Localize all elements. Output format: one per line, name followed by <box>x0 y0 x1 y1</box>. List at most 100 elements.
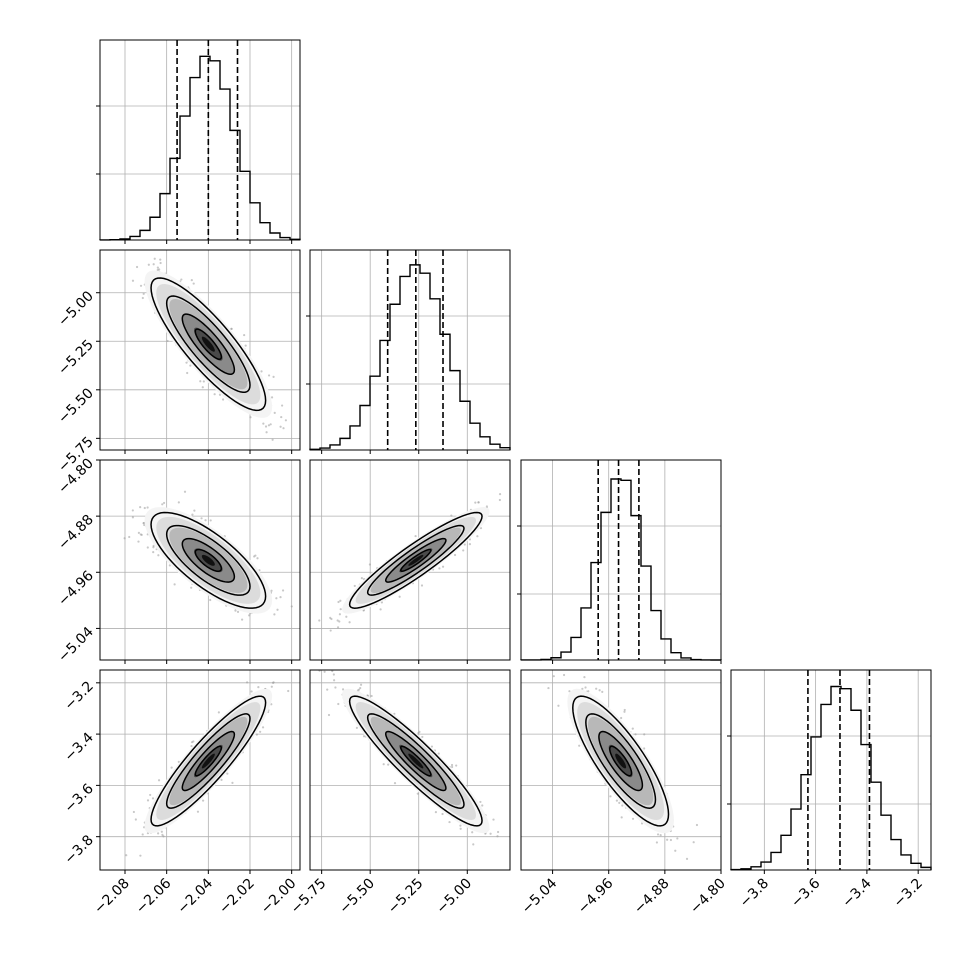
histogram-step <box>520 478 722 661</box>
contour-line <box>384 730 447 792</box>
scatter-point <box>196 810 200 813</box>
scatter-point <box>186 371 189 375</box>
scatter-point <box>441 565 445 568</box>
scatter-point <box>143 523 146 527</box>
scatter-point <box>601 690 604 693</box>
scatter-point <box>496 830 500 834</box>
contour-line <box>598 730 644 792</box>
axes-frame <box>520 459 722 661</box>
scatter-point <box>674 849 677 852</box>
scatter-point <box>631 727 634 730</box>
histogram-step <box>730 685 932 871</box>
scatter-point <box>222 398 225 401</box>
x-tick-label: −5.00 <box>433 876 475 918</box>
scatter-point <box>618 801 621 804</box>
scatter-point <box>201 386 204 389</box>
x-tick-label: −3.2 <box>891 876 926 911</box>
scatter-point <box>264 425 268 428</box>
x-tick-label: −3.4 <box>839 875 874 910</box>
contour-line <box>165 295 251 394</box>
scatter-point <box>337 600 340 604</box>
scatter-point <box>380 601 384 604</box>
y-tick-label: −3.4 <box>61 730 96 765</box>
density-level <box>615 753 627 769</box>
scatter-point <box>142 521 146 525</box>
y-tick-label: −5.00 <box>55 288 97 330</box>
scatter-point <box>253 555 256 558</box>
scatter-point <box>659 834 662 837</box>
scatter-point <box>609 795 612 798</box>
scatter-point <box>166 339 169 343</box>
scatter-point <box>202 380 205 383</box>
y-tick-label: −5.50 <box>55 385 97 427</box>
scatter-point <box>244 344 247 347</box>
scatter-point <box>643 747 646 750</box>
scatter-point <box>524 468 526 470</box>
scatter-point <box>152 551 155 554</box>
scatter-point <box>368 563 372 566</box>
scatter-point <box>141 833 144 836</box>
y-tick-label: −5.25 <box>55 337 97 379</box>
scatter-point <box>142 292 145 295</box>
scatter-point <box>338 613 341 616</box>
scatter-point <box>338 620 341 623</box>
contour-line <box>609 745 633 777</box>
scatter-point <box>297 470 299 472</box>
scatter-point <box>339 608 342 611</box>
x-tick-label: −4.80 <box>687 876 729 918</box>
scatter-point <box>318 619 321 622</box>
contour-line <box>400 548 432 572</box>
scatter-point <box>262 422 265 425</box>
scatter-point <box>287 689 290 693</box>
panel-3-2 <box>520 669 722 874</box>
scatter-point <box>655 841 658 844</box>
scatter-point <box>257 685 260 689</box>
scatter-point <box>137 540 140 543</box>
scatter-point <box>204 519 207 522</box>
scatter-point <box>139 533 142 536</box>
scatter-point <box>141 296 144 300</box>
panel-0-0 <box>96 39 301 244</box>
scatter-point <box>485 505 489 508</box>
scatter-point <box>348 621 351 624</box>
density-level <box>201 554 215 566</box>
scatter-point <box>451 765 454 769</box>
scatter-point <box>209 598 212 602</box>
axes-frame <box>99 459 301 661</box>
scatter-point <box>152 263 155 266</box>
scatter-point <box>362 735 366 738</box>
scatter-point <box>620 716 623 720</box>
x-tick-label: −5.50 <box>336 876 378 918</box>
scatter-point <box>190 744 193 748</box>
scatter-point <box>267 374 271 377</box>
contour-line <box>572 695 670 827</box>
axes-frame <box>520 669 722 871</box>
scatter-point <box>438 567 441 570</box>
panel-2-0 <box>96 459 301 664</box>
scatter-point <box>360 577 363 580</box>
scatter-point <box>192 740 195 743</box>
scatter-point <box>125 854 128 857</box>
contour-line <box>366 713 465 809</box>
scatter-point <box>420 584 424 587</box>
density-level <box>408 554 424 566</box>
contour-line <box>150 277 267 412</box>
scatter-point <box>621 804 624 807</box>
scatter-point <box>459 824 462 827</box>
scatter-point <box>557 704 560 707</box>
scatter-point <box>492 818 495 821</box>
scatter-point <box>416 792 419 795</box>
scatter-point <box>437 752 440 755</box>
scatter-point <box>332 673 335 676</box>
panel-1-0 <box>96 249 301 472</box>
scatter-point <box>281 589 285 592</box>
scatter-point <box>448 820 451 824</box>
scatter-point <box>151 797 155 800</box>
scatter-point <box>578 744 581 747</box>
scatter-point <box>139 506 142 509</box>
contour-line <box>150 695 267 827</box>
y-tick-label: −4.96 <box>55 568 97 610</box>
scatter-point <box>387 763 390 766</box>
